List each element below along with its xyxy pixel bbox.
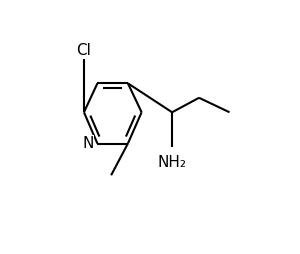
Text: NH₂: NH₂ xyxy=(158,155,187,170)
Text: N: N xyxy=(82,136,94,151)
Text: Cl: Cl xyxy=(76,43,92,58)
